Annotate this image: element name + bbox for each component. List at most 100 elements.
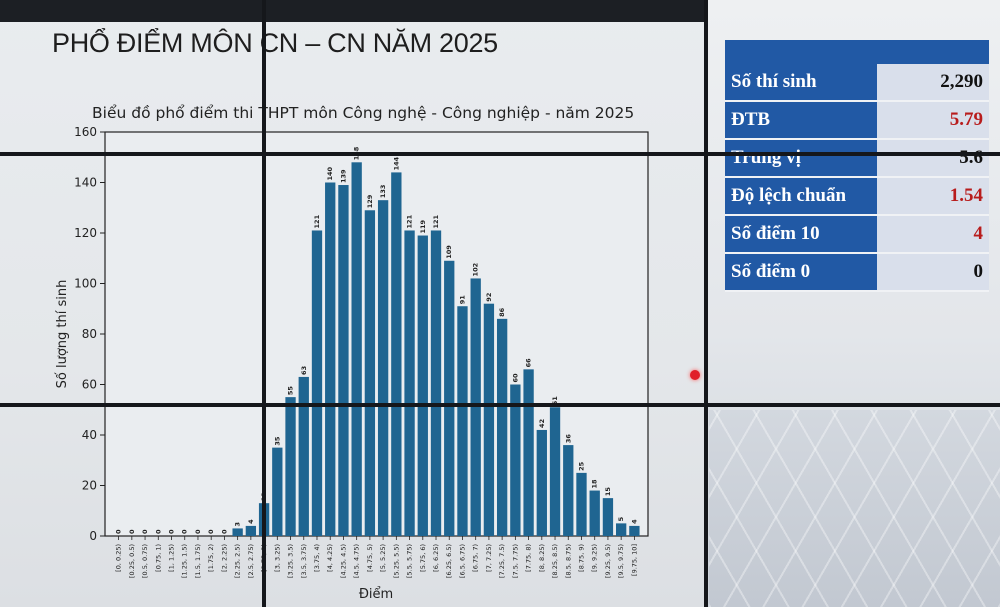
bar [496,318,508,536]
bar-value-label: 5 [617,516,625,521]
bar [338,185,349,536]
bar-value-label: 0 [128,529,136,534]
x-tick-label: [7.5, 7.75) [511,544,519,578]
bar-value-label: 0 [207,529,215,534]
bar [616,523,627,536]
stats-value: 4 [877,215,989,254]
bezel-vertical-1 [262,0,266,607]
x-tick-label: [7.25, 7.5) [498,544,506,578]
slide-title: PHỔ ĐIỂM MÔN CN – CN NĂM 2025 [52,28,498,58]
stats-label: ĐTB [725,101,877,140]
bar [549,407,561,536]
y-tick-label: 0 [89,529,97,543]
bar-value-label: 86 [498,307,506,317]
bar [351,162,362,537]
bar-value-label: 3 [234,522,242,527]
bar-value-label: 0 [168,529,176,534]
stats-value: 5.79 [877,101,989,140]
bar [470,278,481,536]
bar [576,472,587,536]
x-tick-label: [7.75, 8) [525,544,533,572]
bar [417,235,428,536]
stats-header-right [877,40,989,64]
bar-value-label: 133 [379,185,387,199]
stats-header-left [725,40,877,64]
bar [232,528,243,536]
bar [629,525,640,536]
y-tick-label: 140 [74,176,97,190]
y-tick-label: 80 [82,327,97,341]
top-dark-band [0,0,705,22]
bar-value-label: 63 [300,366,308,375]
stats-value: 0 [877,253,989,292]
bar [272,447,283,536]
bar [510,384,521,536]
bar-value-label: 0 [154,529,162,534]
x-tick-label: [0.25, 0.5) [128,544,136,578]
bar-value-label: 0 [181,529,189,534]
x-tick-label: [9.25, 9.5) [604,544,612,578]
bar-value-label: 139 [339,169,347,183]
bar [457,306,468,536]
bar-value-label: 129 [366,194,374,208]
chart-title: Biểu đồ phổ điểm thi THPT môn Công nghệ … [92,104,635,122]
bar-value-label: 60 [511,373,519,383]
x-tick-label: [2.25, 2.5) [234,544,242,578]
stats-label: Số thí sinh [725,64,877,102]
stats-label: Số điểm 10 [725,215,877,254]
bar-value-label: 0 [141,529,149,534]
bar [377,200,389,537]
x-tick-label: [8.25, 8.5) [551,544,559,578]
x-axis-label: Điểm [359,587,393,602]
bar [311,230,323,536]
x-tick-label: [3.5, 3.75) [300,544,308,578]
x-tick-label: [1.75, 2) [207,544,215,572]
x-tick-label: [4.75, 5) [366,544,374,572]
bar-value-label: 121 [313,214,321,228]
stats-row: ĐTB 5.79 [725,101,989,140]
x-tick-label: [1.5, 1.75) [194,544,202,578]
bar [523,369,534,536]
stats-header-row [725,40,989,64]
bar [298,376,309,536]
bar-value-label: 55 [287,386,295,396]
x-tick-label: [6.25, 6.5) [445,544,453,578]
y-tick-label: 120 [74,226,97,240]
bar-value-label: 35 [273,436,281,446]
bar-value-label: 51 [551,396,559,406]
x-tick-label: [4, 4.25) [326,544,334,572]
x-tick-label: [0.75, 1) [154,544,162,572]
x-tick-label: [9, 9.25) [591,544,599,572]
bar [430,230,442,536]
x-tick-label: [2.5, 2.75) [247,544,255,578]
bar [589,490,600,536]
bar-value-label: 121 [406,214,414,228]
statistics-table: Số thí sinh 2,290 ĐTB 5.79 Trung vị 5.6 Độ lệc… [725,40,989,292]
bar-value-label: 0 [194,529,202,534]
bar-value-label: 15 [604,487,612,497]
bar-value-label: 109 [445,245,453,259]
y-tick-label: 40 [82,428,97,442]
bezel-horizontal-2 [0,403,1000,407]
floor-background [709,410,1000,607]
bar-value-label: 0 [115,529,123,534]
x-tick-label: [1.25, 1.5) [181,544,189,578]
histogram-chart: 0 20 40 60 80 100 120 140 160 0 [0, 0.25) 0 [0.25, 0… [55,125,649,602]
bar [404,230,415,536]
x-tick-label: [0, 0.25) [115,544,123,572]
stats-row: Số thí sinh 2,290 [725,64,989,102]
bar [483,303,495,536]
x-tick-label: [6, 6.25) [432,544,440,572]
bar-value-label: 36 [564,434,572,444]
bar [391,172,402,536]
bar-value-label: 0 [220,529,228,534]
y-tick-label: 100 [74,277,97,291]
x-tick-label: [6.75, 7) [472,544,480,572]
x-tick-label: [8.75, 9) [577,544,585,572]
y-tick-label: 160 [74,125,97,139]
x-tick-label: [9.5, 9.75) [617,544,625,578]
bar-value-label: 102 [472,263,480,277]
y-tick-label: 20 [82,479,97,493]
bar-value-label: 25 [577,461,585,471]
